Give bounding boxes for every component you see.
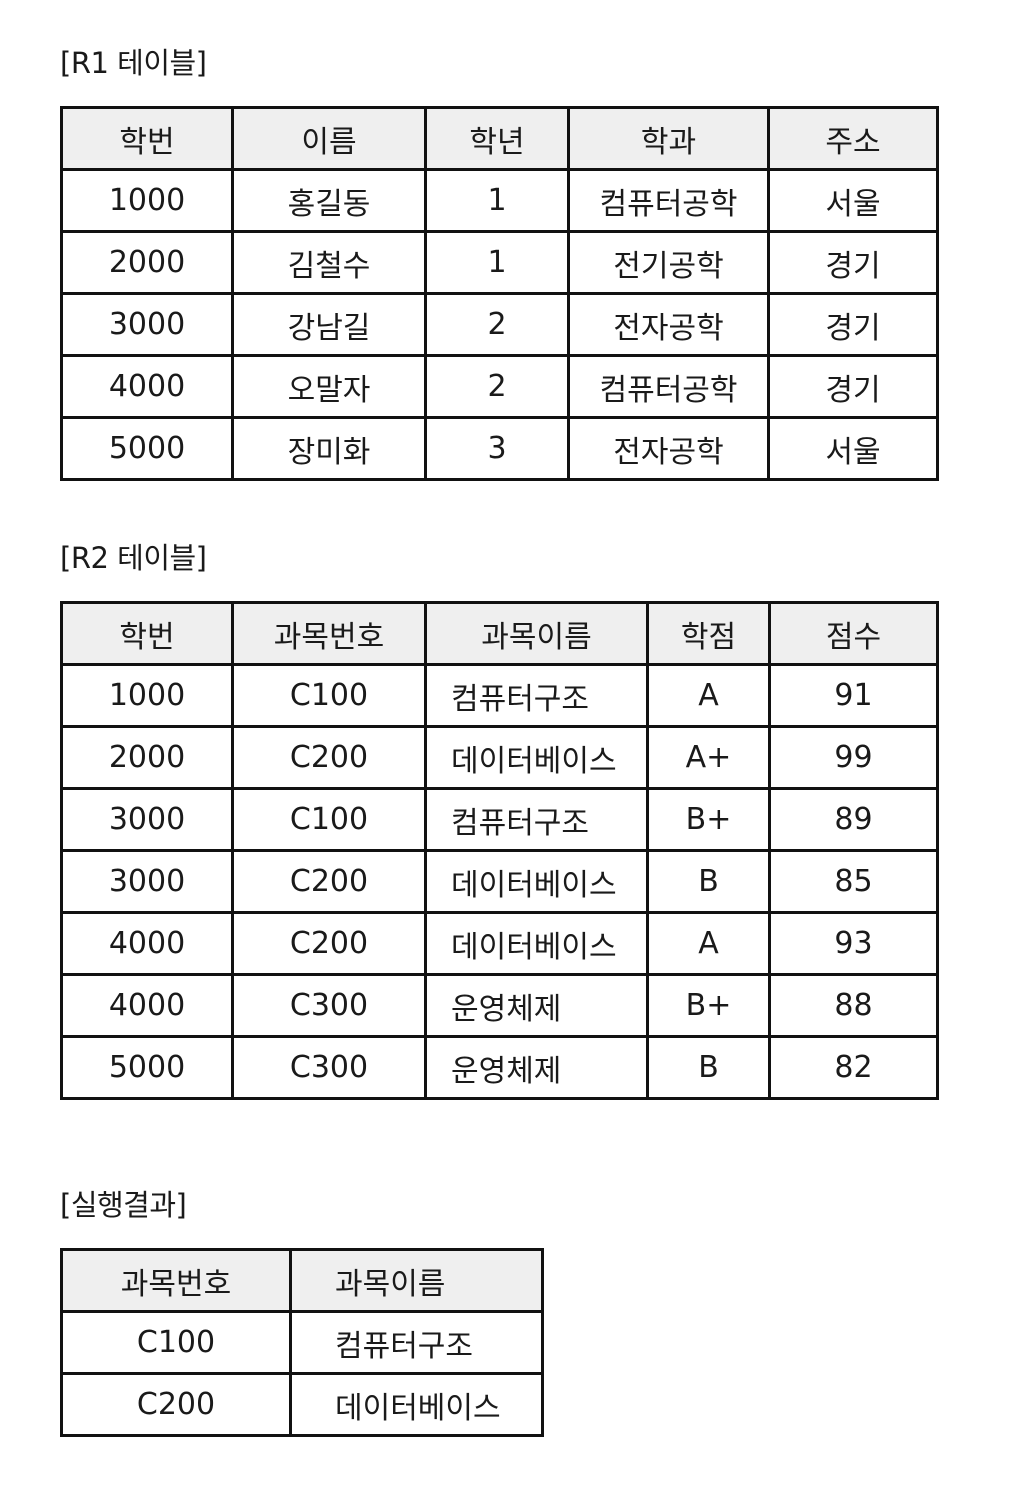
- result-caption: [실행결과]: [60, 1188, 187, 1222]
- table-cell: 전자공학: [567, 292, 770, 357]
- result-header-row: 과목번호 과목이름: [60, 1248, 544, 1313]
- table-cell: 2: [424, 292, 570, 357]
- table-cell: C300: [231, 973, 427, 1038]
- table-cell: C200: [231, 725, 427, 790]
- table-row: 1000 C100 컴퓨터구조 A 91: [60, 663, 939, 728]
- table-cell: 컴퓨터공학: [567, 354, 770, 419]
- result-header-course-code: 과목번호: [60, 1248, 292, 1313]
- table-cell: 서울: [767, 168, 939, 233]
- table-cell: C200: [231, 911, 427, 976]
- table-cell: B: [646, 849, 771, 914]
- table-cell: 4000: [60, 973, 234, 1038]
- table-row: 3000 C100 컴퓨터구조 B+ 89: [60, 787, 939, 852]
- r1-header-row: 학번 이름 학년 학과 주소: [60, 106, 939, 171]
- table-row: 2000 C200 데이터베이스 A+ 99: [60, 725, 939, 790]
- table-cell: 3000: [60, 849, 234, 914]
- table-row: 1000 홍길동 1 컴퓨터공학 서울: [60, 168, 939, 233]
- table-cell: B+: [646, 973, 771, 1038]
- table-cell: C100: [231, 787, 427, 852]
- table-row: 3000 강남길 2 전자공학 경기: [60, 292, 939, 357]
- table-row: C200 데이터베이스: [60, 1372, 544, 1437]
- table-cell: A: [646, 663, 771, 728]
- table-cell: C200: [231, 849, 427, 914]
- table-cell: 2000: [60, 725, 234, 790]
- result-table: 과목번호 과목이름 C100 컴퓨터구조 C200 데이터베이스: [60, 1248, 544, 1437]
- table-cell: 1: [424, 168, 570, 233]
- table-cell: 3: [424, 416, 570, 481]
- table-cell: 1: [424, 230, 570, 295]
- r2-header-course-name: 과목이름: [424, 601, 649, 666]
- table-cell: A: [646, 911, 771, 976]
- table-cell: 강남길: [231, 292, 427, 357]
- table-cell: C300: [231, 1035, 427, 1100]
- table-row: 4000 오말자 2 컴퓨터공학 경기: [60, 354, 939, 419]
- table-cell: 데이터베이스: [424, 849, 649, 914]
- table-cell: 2000: [60, 230, 234, 295]
- table-cell: C100: [231, 663, 427, 728]
- table-row: C100 컴퓨터구조: [60, 1310, 544, 1375]
- r1-header-grade-year: 학년: [424, 106, 570, 171]
- table-cell: 82: [768, 1035, 939, 1100]
- table-cell: 장미화: [231, 416, 427, 481]
- table-row: 4000 C300 운영체제 B+ 88: [60, 973, 939, 1038]
- table-cell: 4000: [60, 354, 234, 419]
- table-cell: 컴퓨터구조: [424, 787, 649, 852]
- r2-caption: [R2 테이블]: [60, 541, 207, 575]
- r2-header-row: 학번 과목번호 과목이름 학점 점수: [60, 601, 939, 666]
- table-cell: 운영체제: [424, 973, 649, 1038]
- table-row: 3000 C200 데이터베이스 B 85: [60, 849, 939, 914]
- table-cell: 91: [768, 663, 939, 728]
- r2-header-course-code: 과목번호: [231, 601, 427, 666]
- table-cell: 데이터베이스: [424, 911, 649, 976]
- table-cell: 데이터베이스: [289, 1372, 544, 1437]
- table-cell: 88: [768, 973, 939, 1038]
- table-cell: 전기공학: [567, 230, 770, 295]
- table-cell: 컴퓨터구조: [424, 663, 649, 728]
- table-row: 5000 장미화 3 전자공학 서울: [60, 416, 939, 481]
- table-cell: 전자공학: [567, 416, 770, 481]
- table-cell: 3000: [60, 292, 234, 357]
- r1-caption: [R1 테이블]: [60, 46, 207, 80]
- table-cell: 85: [768, 849, 939, 914]
- table-row: 2000 김철수 1 전기공학 경기: [60, 230, 939, 295]
- result-header-course-name: 과목이름: [289, 1248, 544, 1313]
- table-cell: 4000: [60, 911, 234, 976]
- r1-header-department: 학과: [567, 106, 770, 171]
- table-cell: 서울: [767, 416, 939, 481]
- table-cell: 김철수: [231, 230, 427, 295]
- table-cell: 3000: [60, 787, 234, 852]
- r1-header-address: 주소: [767, 106, 939, 171]
- table-cell: 데이터베이스: [424, 725, 649, 790]
- table-cell: 5000: [60, 1035, 234, 1100]
- table-cell: 경기: [767, 354, 939, 419]
- r1-header-student-id: 학번: [60, 106, 234, 171]
- table-cell: 2: [424, 354, 570, 419]
- table-cell: C100: [60, 1310, 292, 1375]
- table-cell: C200: [60, 1372, 292, 1437]
- table-cell: 경기: [767, 230, 939, 295]
- table-cell: 오말자: [231, 354, 427, 419]
- table-cell: B+: [646, 787, 771, 852]
- table-cell: 컴퓨터공학: [567, 168, 770, 233]
- table-cell: 운영체제: [424, 1035, 649, 1100]
- r2-table: 학번 과목번호 과목이름 학점 점수 1000 C100 컴퓨터구조 A 91 …: [60, 601, 939, 1100]
- table-cell: 컴퓨터구조: [289, 1310, 544, 1375]
- table-row: 5000 C300 운영체제 B 82: [60, 1035, 939, 1100]
- table-cell: 홍길동: [231, 168, 427, 233]
- table-cell: 93: [768, 911, 939, 976]
- table-cell: 1000: [60, 168, 234, 233]
- table-cell: 1000: [60, 663, 234, 728]
- table-cell: 5000: [60, 416, 234, 481]
- r2-header-score: 점수: [768, 601, 939, 666]
- table-cell: 89: [768, 787, 939, 852]
- table-cell: B: [646, 1035, 771, 1100]
- table-cell: 경기: [767, 292, 939, 357]
- table-row: 4000 C200 데이터베이스 A 93: [60, 911, 939, 976]
- table-cell: 99: [768, 725, 939, 790]
- r1-header-name: 이름: [231, 106, 427, 171]
- r1-table: 학번 이름 학년 학과 주소 1000 홍길동 1 컴퓨터공학 서울 2000 …: [60, 106, 939, 481]
- r2-header-student-id: 학번: [60, 601, 234, 666]
- table-cell: A+: [646, 725, 771, 790]
- r2-header-letter-grade: 학점: [646, 601, 771, 666]
